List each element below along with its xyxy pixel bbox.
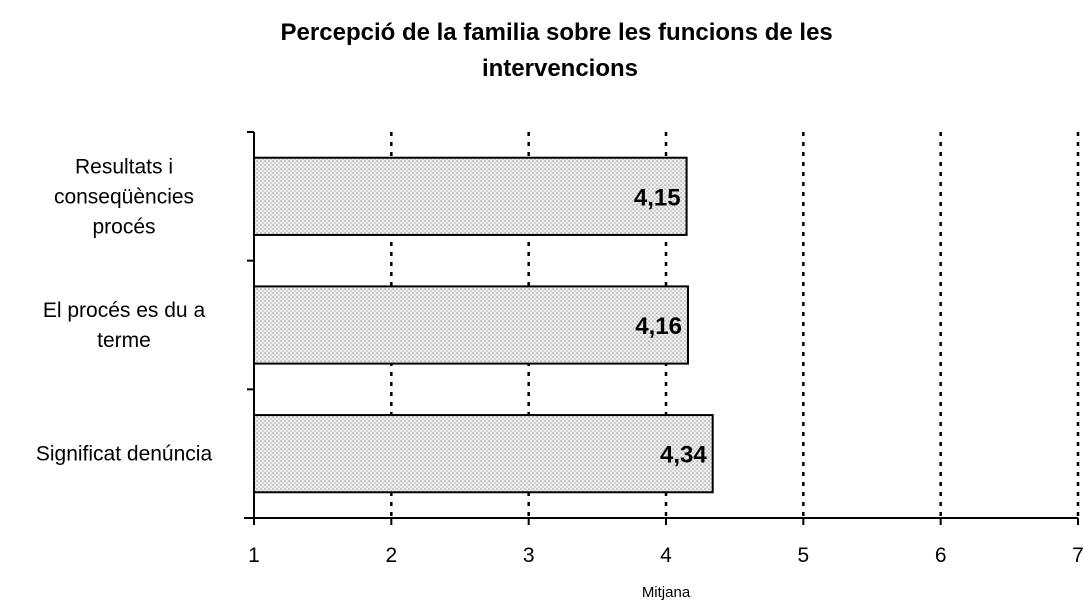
x-tick-label-7: 7 xyxy=(1072,544,1084,567)
category-label-0-line-1: conseqüències xyxy=(54,185,194,208)
bar-1 xyxy=(253,285,689,365)
chart-title-line-2: intervencions xyxy=(482,55,638,82)
category-label-0: Resultats i conseqüències procés xyxy=(54,155,194,238)
x-tick-label-2: 2 xyxy=(385,544,397,567)
chart-title: Percepció de la familia sobre les funcio… xyxy=(281,19,840,82)
bar-value-label-0: 4,15 xyxy=(634,184,681,211)
category-label-2: Significat denúncia xyxy=(36,443,213,466)
x-tick-label-1: 1 xyxy=(248,544,260,567)
bar-value-label-1: 4,16 xyxy=(635,313,682,340)
chart-title-line-1: Percepció de la familia sobre les funcio… xyxy=(281,19,833,46)
x-tick-label-6: 6 xyxy=(935,544,947,567)
category-label-0-line-2: procés xyxy=(92,215,155,238)
category-label-1-line-0: El procés es du a xyxy=(43,299,206,322)
x-axis-label: Mitjana xyxy=(642,584,691,601)
category-label-1: El procés es du a terme xyxy=(43,299,206,352)
category-label-1-line-1: terme xyxy=(97,329,151,352)
x-tick-label-5: 5 xyxy=(797,544,809,567)
axes xyxy=(244,131,1079,525)
category-label-0-line-0: Resultats i xyxy=(75,155,173,178)
labels: 4,15 4,16 4,34 1 2 3 4 5 6 7 Resultats i conseqüènc… xyxy=(36,155,1084,567)
x-tick-label-3: 3 xyxy=(523,544,535,567)
bars xyxy=(253,156,714,494)
x-tick-label-4: 4 xyxy=(660,544,672,567)
category-label-2-line-0: Significat denúncia xyxy=(36,443,213,466)
bar-2 xyxy=(253,414,714,494)
bar-0 xyxy=(253,156,688,236)
bar-value-label-2: 4,34 xyxy=(660,442,707,469)
